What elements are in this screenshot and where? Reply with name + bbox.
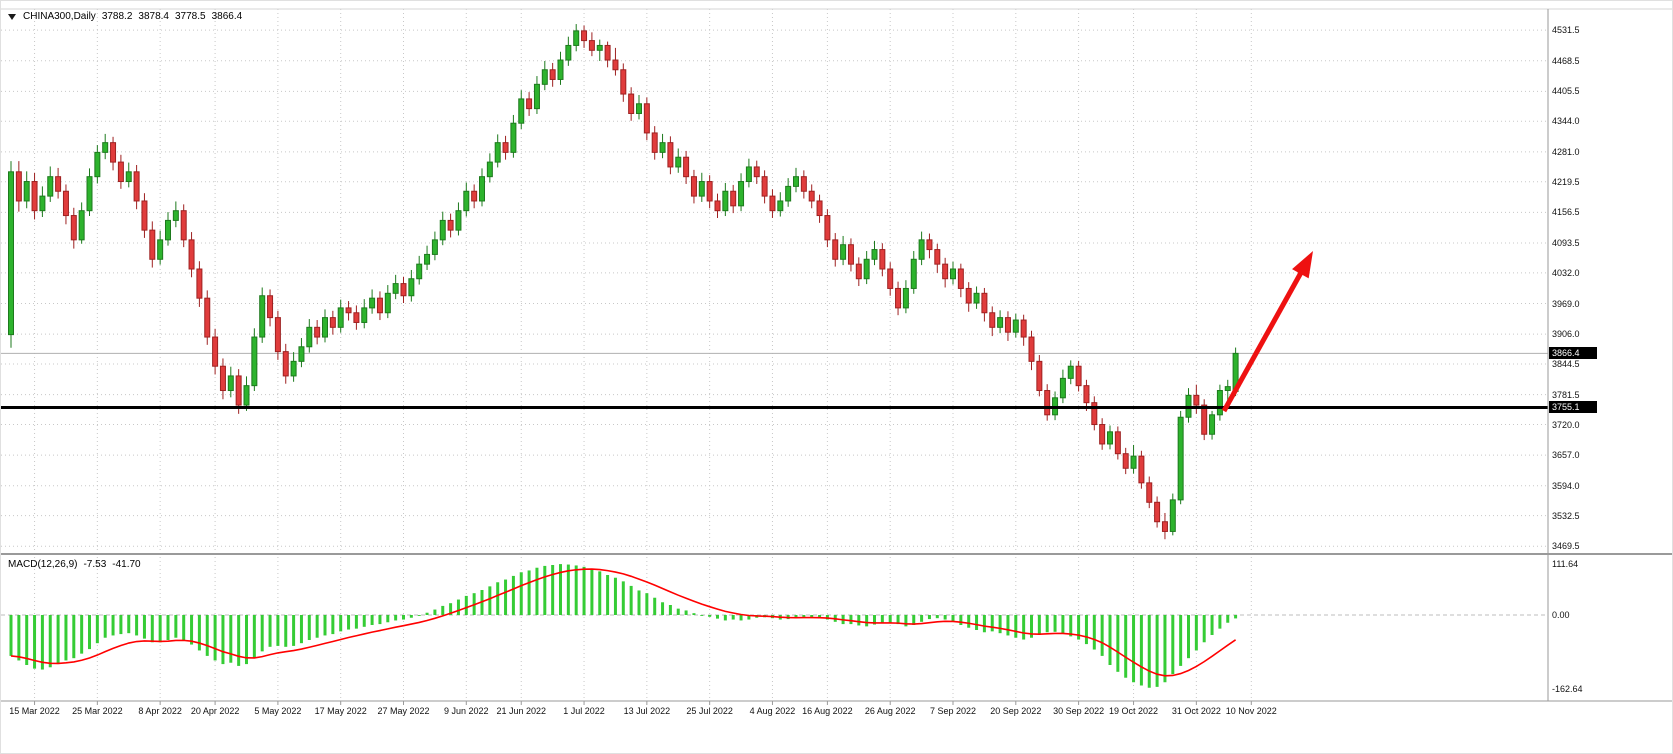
price-axis-label: 3657.0 [1552,450,1580,461]
price-axis-label: 4344.0 [1552,116,1580,127]
time-axis-label: 10 Nov 2022 [1225,706,1277,716]
grid [1,9,1548,701]
time-axis-label: 16 Aug 2022 [802,706,853,716]
time-axis-label: 9 Jun 2022 [444,706,489,716]
price-axis-label: 4032.0 [1552,267,1580,278]
hline-price-badge: 3755.1 [1549,401,1597,414]
candlestick-series[interactable] [8,24,1239,540]
price-axis-label: 4531.5 [1552,25,1580,36]
macd-main-value: -7.53 [83,559,107,570]
price-axis-label: 4219.5 [1552,176,1580,187]
symbol-dropdown-icon[interactable] [8,13,16,20]
price-axis-label: 3532.5 [1552,510,1580,521]
time-axis-label: 20 Apr 2022 [190,706,240,716]
quote-high-value: 3878.4 [138,11,169,22]
bid-price-badge: 3866.4 [1549,347,1597,360]
time-axis-label: 30 Sep 2022 [1053,706,1105,716]
quote-open-value: 3788.2 [101,11,133,22]
macd-name-label: MACD(12,26,9) [8,559,78,570]
price-axis-label: 3469.5 [1552,541,1580,552]
time-axis-label: 27 May 2022 [377,706,430,716]
macd-axis-label: -162.64 [1552,683,1583,694]
quote-low-value: 3778.5 [175,11,206,22]
pane-separators [1,8,1672,705]
time-axis-label: 7 Sep 2022 [929,706,977,716]
macd-histogram [9,564,1238,688]
time-axis-label: 19 Oct 2022 [1109,706,1159,716]
macd-signal-line [10,568,1237,677]
price-axis-label: 4093.5 [1552,238,1580,248]
chart-quote-header: CHINA300,Daily 3788.2 3878.4 3778.5 3866… [8,11,242,22]
time-axis-label: 13 Jul 2022 [623,706,671,716]
time-axis-label: 21 Jun 2022 [496,706,547,716]
macd-indicator-label: MACD(12,26,9) -7.53 -41.70 [8,559,141,570]
macd-axis-label: 0.00 [1552,610,1570,620]
time-axis-label: 4 Aug 2022 [749,706,796,716]
time-axis-label: 5 May 2022 [254,706,302,716]
price-axis-label: 4156.5 [1552,207,1580,218]
macd-axis-label: 111.64 [1552,559,1579,570]
time-axis-label: 25 Jul 2022 [686,706,733,716]
price-axis-label: 3720.0 [1552,419,1580,430]
price-axis-label: 4281.0 [1552,146,1580,157]
time-axis-label: 1 Jul 2022 [563,706,605,716]
price-axis-label: 3906.0 [1552,329,1580,340]
time-axis-label: 17 May 2022 [314,706,367,716]
macd-signal-value: -41.70 [112,559,141,570]
time-axis-label: 15 Mar 2022 [9,706,60,716]
time-axis-label: 31 Oct 2022 [1171,706,1221,716]
symbol-period-label: CHINA300,Daily [23,11,96,22]
time-axis-label: 26 Aug 2022 [864,706,916,716]
quote-close-value: 3866.4 [211,11,243,22]
time-axis-label: 8 Apr 2022 [138,706,182,716]
trend-arrow-annotation[interactable] [1221,251,1313,413]
price-axis-label: 3781.5 [1552,389,1580,400]
price-axis-label: 3594.0 [1552,480,1580,491]
price-axis-label: 3844.5 [1552,359,1580,370]
price-axis-label: 3969.0 [1552,298,1580,309]
price-axis-label: 4405.5 [1552,86,1580,97]
price-axis-label: 4468.5 [1552,55,1580,66]
time-axis-label: 20 Sep 2022 [990,706,1042,716]
time-axis-label: 25 Mar 2022 [72,706,123,716]
